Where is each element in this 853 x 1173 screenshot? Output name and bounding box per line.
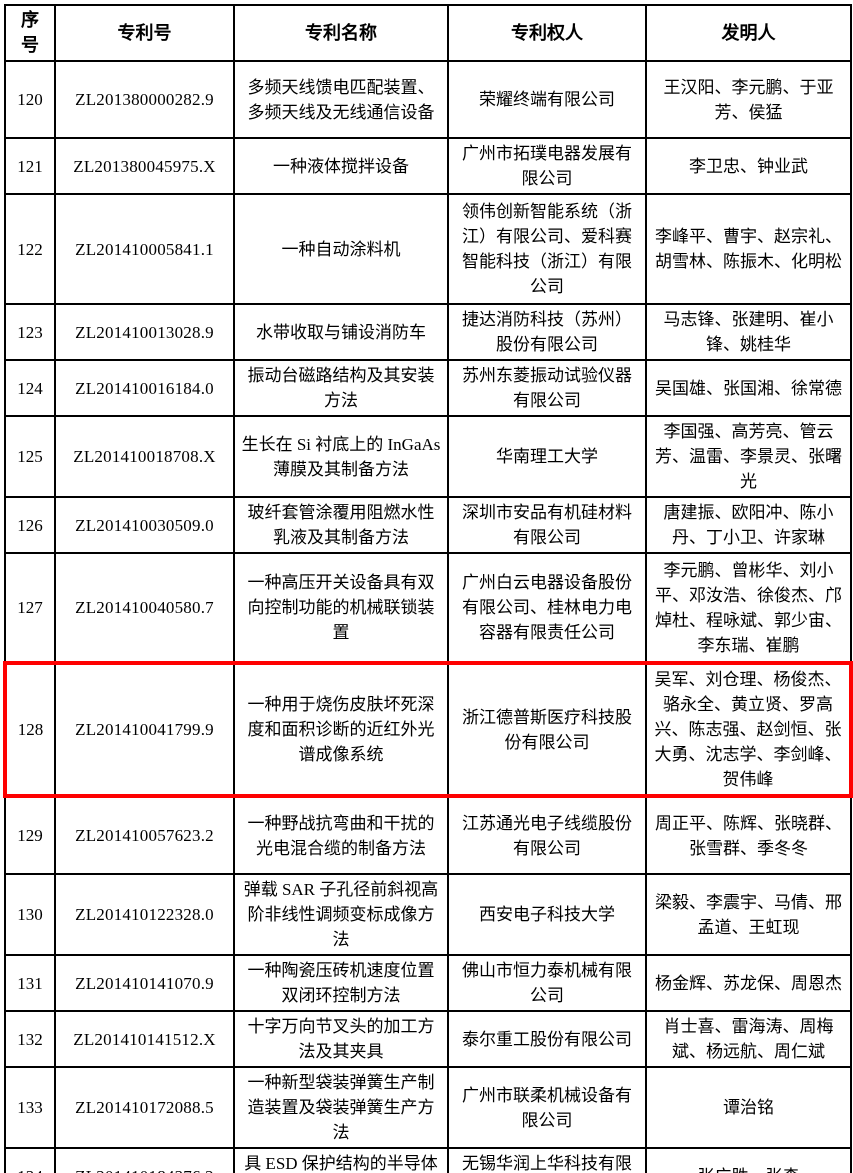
table-row: 131 ZL201410141070.9 一种陶瓷压砖机速度位置双闭环控制方法 佛山市… (4, 954, 852, 1012)
serial-cell: 131 (4, 954, 56, 1012)
inventors-cell: 吴国雄、张国湘、徐常德 (645, 359, 852, 417)
serial-cell: 134 (4, 1147, 56, 1173)
table-row: 120 ZL201380000282.9 多频天线馈电匹配装置、多频天线及无线通信设… (4, 60, 852, 139)
patentee-cell: 广州白云电器设备股份有限公司、桂林电力电容器有限责任公司 (447, 552, 647, 664)
patent-number-cell: ZL201410172088.5 (54, 1066, 235, 1149)
patent-number-cell: ZL201410041799.9 (54, 661, 235, 798)
patent-name-cell: 玻纤套管涂覆用阻燃水性乳液及其制备方法 (233, 496, 449, 554)
patent-table: 序号 专利号 专利名称 专利权人 发明人 120 ZL201380000282.9… (3, 4, 853, 1173)
serial-cell: 124 (4, 359, 56, 417)
patent-name-cell: 具 ESD 保护结构的半导体器件 (233, 1147, 449, 1173)
patentee-cell: 江苏通光电子线缆股份有限公司 (447, 795, 647, 875)
table-row: 121 ZL201380045975.X 一种液体搅拌设备 广州市拓璞电器发展有限公司… (4, 137, 852, 195)
patentee-cell: 深圳市安品有机硅材料有限公司 (447, 496, 647, 554)
patent-number-cell: ZL201410184376.2 (54, 1147, 235, 1173)
serial-cell: 123 (4, 303, 56, 361)
table-row: 130 ZL201410122328.0 弹载 SAR 子孔径前斜视高阶非线性调频变… (4, 873, 852, 956)
table-row: 123 ZL201410013028.9 水带收取与铺设消防车 捷达消防科技（苏州）股… (4, 303, 852, 361)
serial-cell: 132 (4, 1010, 56, 1068)
patent-number-cell: ZL201410122328.0 (54, 873, 235, 956)
patent-number-cell: ZL201410013028.9 (54, 303, 235, 361)
inventors-cell: 李峰平、曹宇、赵宗礼、胡雪林、陈振木、化明松 (645, 193, 852, 305)
table-row: 125 ZL201410018708.X 生长在 Si 衬底上的 InGaAs 薄膜… (4, 415, 852, 498)
patent-number-cell: ZL201410030509.0 (54, 496, 235, 554)
serial-cell: 121 (4, 137, 56, 195)
col-header-serial: 序号 (4, 4, 56, 62)
patentee-cell: 无锡华润上华科技有限公司 (447, 1147, 647, 1173)
patentee-cell: 泰尔重工股份有限公司 (447, 1010, 647, 1068)
inventors-cell: 肖士喜、雷海涛、周梅斌、杨远航、周仁斌 (645, 1010, 852, 1068)
patent-number-cell: ZL201410141070.9 (54, 954, 235, 1012)
table-row: 134ZL201410184376.2具 ESD 保护结构的半导体器件无锡华润上… (4, 1147, 852, 1173)
patentee-cell: 广州市拓璞电器发展有限公司 (447, 137, 647, 195)
inventors-cell: 王汉阳、李元鹏、于亚芳、侯猛 (645, 60, 852, 139)
patent-name-cell: 一种用于烧伤皮肤坏死深度和面积诊断的近红外光谱成像系统 (233, 661, 449, 798)
table-row: 132 ZL201410141512.X 十字万向节叉头的加工方法及其夹具 泰尔重工股… (4, 1010, 852, 1068)
serial-cell: 122 (4, 193, 56, 305)
col-header-inventors: 发明人 (645, 4, 852, 62)
inventors-cell: 李卫忠、钟业武 (645, 137, 852, 195)
patent-name-cell: 一种液体搅拌设备 (233, 137, 449, 195)
patent-name-cell: 一种高压开关设备具有双向控制功能的机械联锁装置 (233, 552, 449, 664)
patent-number-cell: ZL201410018708.X (54, 415, 235, 498)
patent-name-cell: 生长在 Si 衬底上的 InGaAs 薄膜及其制备方法 (233, 415, 449, 498)
patentee-cell: 苏州东菱振动试验仪器有限公司 (447, 359, 647, 417)
serial-cell: 125 (4, 415, 56, 498)
patent-number-cell: ZL201380000282.9 (54, 60, 235, 139)
patentee-cell: 西安电子科技大学 (447, 873, 647, 956)
serial-cell: 120 (4, 60, 56, 139)
patentee-cell: 捷达消防科技（苏州）股份有限公司 (447, 303, 647, 361)
inventors-cell: 梁毅、李震宇、马倩、邢孟道、王虹现 (645, 873, 852, 956)
serial-cell: 129 (4, 795, 56, 875)
patent-table-body: 120 ZL201380000282.9 多频天线馈电匹配装置、多频天线及无线通信设… (3, 60, 853, 1173)
patentee-cell: 领伟创新智能系统（浙江）有限公司、爱科赛智能科技（浙江）有限公司 (447, 193, 647, 305)
table-row: 129 ZL201410057623.2 一种野战抗弯曲和干扰的光电混合缆的制备方法… (4, 795, 852, 875)
patentee-cell: 浙江德普斯医疗科技股份有限公司 (447, 661, 647, 798)
inventors-cell: 马志锋、张建明、崔小锋、姚桂华 (645, 303, 852, 361)
patent-name-cell: 一种新型袋装弹簧生产制造装置及袋装弹簧生产方法 (233, 1066, 449, 1149)
patent-name-cell: 振动台磁路结构及其安装方法 (233, 359, 449, 417)
inventors-cell: 李国强、高芳亮、管云芳、温雷、李景灵、张曙光 (645, 415, 852, 498)
header-row: 序号 专利号 专利名称 专利权人 发明人 (4, 4, 852, 62)
patent-number-cell: ZL201410005841.1 (54, 193, 235, 305)
table-row: 126 ZL201410030509.0 玻纤套管涂覆用阻燃水性乳液及其制备方法 深圳… (4, 496, 852, 554)
inventors-cell: 杨金辉、苏龙保、周恩杰 (645, 954, 852, 1012)
serial-cell: 126 (4, 496, 56, 554)
patent-name-cell: 十字万向节叉头的加工方法及其夹具 (233, 1010, 449, 1068)
patent-name-cell: 一种野战抗弯曲和干扰的光电混合缆的制备方法 (233, 795, 449, 875)
serial-cell: 130 (4, 873, 56, 956)
patent-number-cell: ZL201410057623.2 (54, 795, 235, 875)
patentee-cell: 广州市联柔机械设备有限公司 (447, 1066, 647, 1149)
col-header-patent-name: 专利名称 (233, 4, 449, 62)
patent-name-cell: 一种自动涂料机 (233, 193, 449, 305)
patent-number-cell: ZL201410016184.0 (54, 359, 235, 417)
serial-cell: 128 (3, 661, 56, 798)
patentee-cell: 华南理工大学 (447, 415, 647, 498)
inventors-cell: 吴军、刘仓理、杨俊杰、骆永全、黄立贤、罗高兴、陈志强、赵剑恒、张大勇、沈志学、李… (645, 661, 853, 798)
patent-number-cell: ZL201410040580.7 (54, 552, 235, 664)
inventors-cell: 张广胜、张森 (645, 1147, 852, 1173)
inventors-cell: 李元鹏、曾彬华、刘小平、邓汝浩、徐俊杰、邝焯杜、程咏斌、郭少宙、李东瑞、崔鹏 (645, 552, 852, 664)
col-header-patentee: 专利权人 (447, 4, 647, 62)
inventors-cell: 谭治铭 (645, 1066, 852, 1149)
patent-name-cell: 水带收取与铺设消防车 (233, 303, 449, 361)
inventors-cell: 唐建振、欧阳冲、陈小丹、丁小卫、许家琳 (645, 496, 852, 554)
patentee-cell: 荣耀终端有限公司 (447, 60, 647, 139)
patent-number-cell: ZL201380045975.X (54, 137, 235, 195)
serial-cell: 133 (4, 1066, 56, 1149)
patent-name-cell: 多频天线馈电匹配装置、多频天线及无线通信设备 (233, 60, 449, 139)
patent-name-cell: 一种陶瓷压砖机速度位置双闭环控制方法 (233, 954, 449, 1012)
serial-cell: 127 (4, 552, 56, 664)
table-row: 122 ZL201410005841.1 一种自动涂料机 领伟创新智能系统（浙江）有限… (4, 193, 852, 305)
table-row: 133 ZL201410172088.5 一种新型袋装弹簧生产制造装置及袋装弹簧生产… (4, 1066, 852, 1149)
table-row: 124 ZL201410016184.0 振动台磁路结构及其安装方法 苏州东菱振动试验… (4, 359, 852, 417)
table-row: 127 ZL201410040580.7 一种高压开关设备具有双向控制功能的机械联锁… (4, 552, 852, 664)
inventors-cell: 周正平、陈辉、张晓群、张雪群、季冬冬 (645, 795, 852, 875)
patentee-cell: 佛山市恒力泰机械有限公司 (447, 954, 647, 1012)
patent-name-cell: 弹载 SAR 子孔径前斜视高阶非线性调频变标成像方法 (233, 873, 449, 956)
highlighted-row: 128 ZL201410041799.9 一种用于烧伤皮肤坏死深度和面积诊断的近红外… (3, 661, 853, 798)
col-header-patent-number: 专利号 (54, 4, 235, 62)
patent-number-cell: ZL201410141512.X (54, 1010, 235, 1068)
